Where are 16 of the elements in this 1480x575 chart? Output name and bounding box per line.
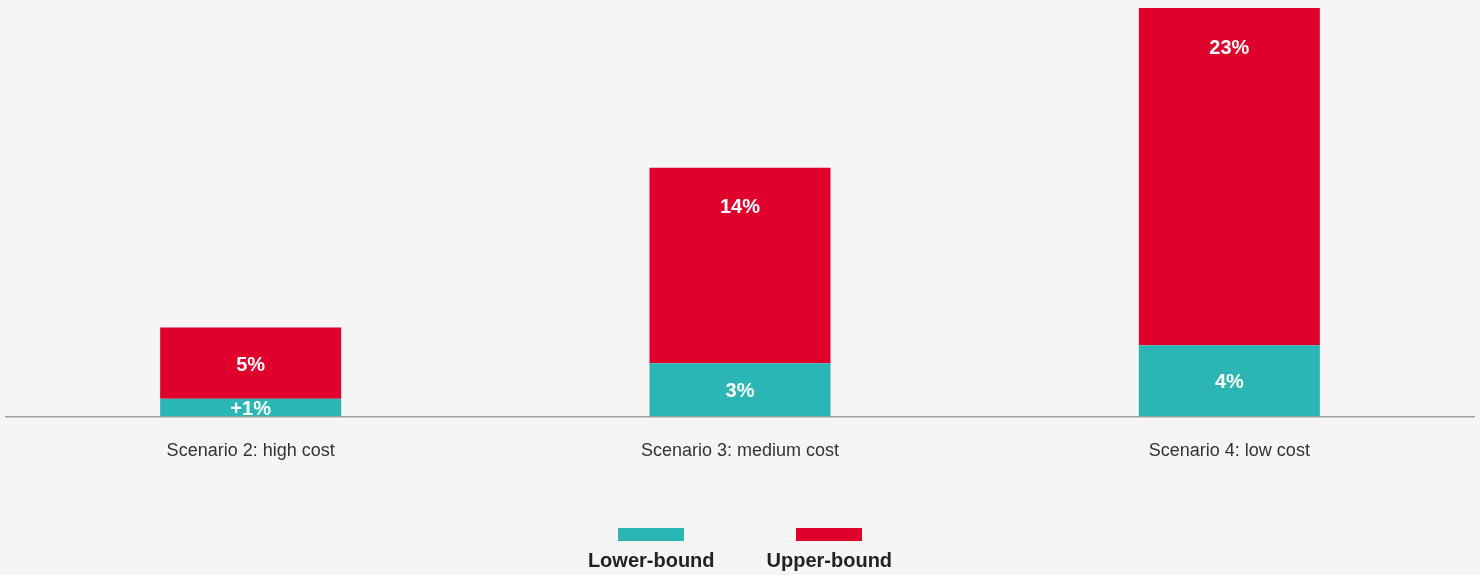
data-label: +1%: [230, 397, 272, 420]
legend-label: Lower-bound: [587, 549, 715, 572]
legend-label: Upper-bound: [766, 549, 893, 572]
bar: [160, 327, 342, 399]
x-tick-label: Scenario 4: low cost: [1148, 440, 1310, 461]
data-label: 4%: [1214, 370, 1244, 393]
bar: [1138, 8, 1320, 346]
total-label: 14%: [719, 195, 761, 218]
total-label: 5%: [236, 352, 266, 375]
x-tick-label: Scenario 2: high cost: [166, 440, 335, 461]
data-label: 3%: [725, 379, 755, 402]
total-label: 23%: [1209, 35, 1250, 58]
bar: [1138, 345, 1320, 417]
bar: [649, 363, 831, 417]
x-tick-label: Scenario 3: medium cost: [640, 440, 840, 461]
bar: [649, 167, 831, 364]
